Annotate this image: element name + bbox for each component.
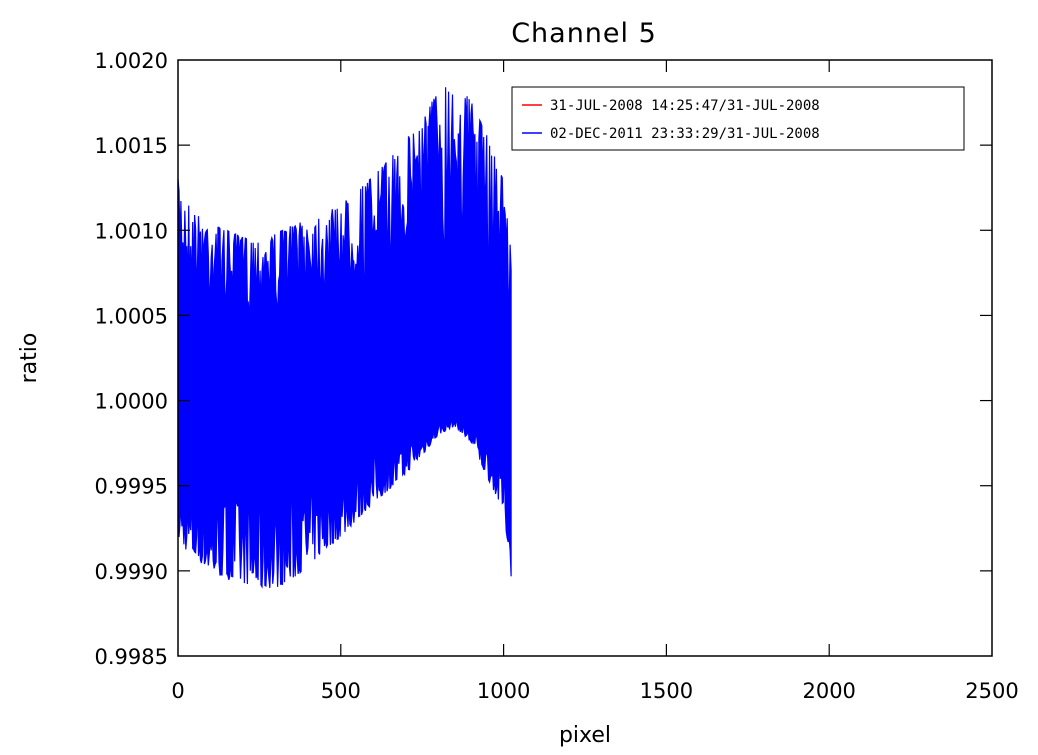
y-tick-label: 1.0020 — [95, 49, 168, 73]
plot-area — [177, 87, 512, 589]
y-tick-label: 1.0010 — [95, 219, 168, 243]
y-tick-label: 0.9985 — [95, 645, 168, 669]
x-tick-label: 2500 — [965, 679, 1018, 703]
y-axis-title: ratio — [17, 333, 42, 384]
y-tick-label: 0.9995 — [95, 475, 168, 499]
legend: 31-JUL-2008 14:25:47/31-JUL-2008 02-DEC-… — [511, 86, 965, 151]
y-tick-label: 1.0015 — [95, 134, 168, 158]
y-tick-label: 1.0000 — [95, 390, 168, 414]
legend-label-series-1: 31-JUL-2008 14:25:47/31-JUL-2008 — [550, 98, 820, 114]
legend-label-series-2: 02-DEC-2011 23:33:29/31-JUL-2008 — [550, 126, 820, 142]
plot-frame — [177, 59, 993, 657]
x-tick-label: 500 — [321, 679, 361, 703]
axis-ticks — [178, 60, 992, 656]
x-tick-label: 0 — [171, 679, 184, 703]
x-tick-label: 1500 — [640, 679, 693, 703]
chart-title: Channel 5 — [511, 18, 657, 49]
y-tick-label: 1.0005 — [95, 304, 168, 328]
x-tick-label: 2000 — [802, 679, 855, 703]
x-tick-label: 1000 — [477, 679, 530, 703]
series-2-line — [177, 87, 512, 589]
legend-box — [511, 86, 965, 151]
axis-tick-labels: 0 500 1000 1500 2000 2500 0.9985 0.9990 0.9995 1.… — [95, 49, 1019, 703]
y-tick-label: 0.9990 — [95, 560, 168, 584]
x-axis-title: pixel — [559, 723, 611, 748]
